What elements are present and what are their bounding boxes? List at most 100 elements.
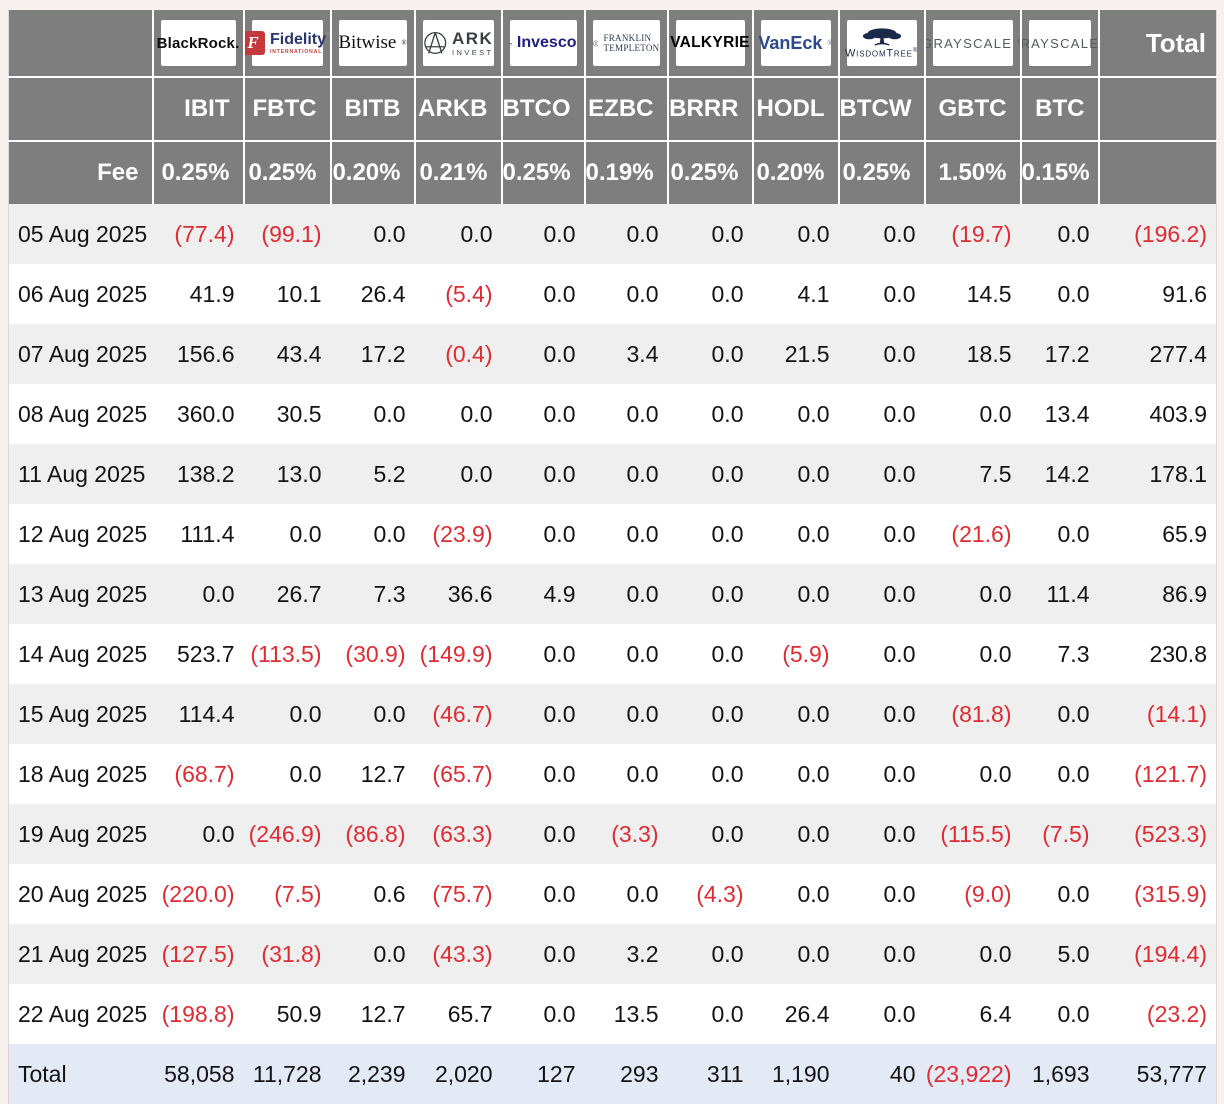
value-ibit: (220.0) — [161, 880, 235, 907]
flow-row-08-aug-2025: 08 Aug 2025 360.0 30.5 0.0 0.0 0.0 0.0 0.0 0.0 0.… — [8, 384, 1217, 444]
bitwise-text: Bitwise — [338, 32, 397, 53]
wisdomtree-logo-icon: WisdomTree® — [845, 20, 917, 66]
provider-cell-blackrock: BlackRock. — [152, 10, 245, 78]
value-ezbc: 0.0 — [626, 700, 659, 727]
value-bitb: 26.4 — [360, 280, 406, 307]
value-gbtc: (9.0) — [964, 880, 1012, 907]
value-fbtc: 30.5 — [276, 400, 322, 427]
value-gbtc: 7.5 — [979, 460, 1012, 487]
value-brrr: 0.0 — [711, 280, 744, 307]
date-cell: 12 Aug 2025 — [18, 520, 148, 547]
value-gbtc: 0.0 — [979, 580, 1012, 607]
value-bitb: 0.0 — [373, 400, 406, 427]
registered-symbol: ® — [1017, 40, 1018, 46]
value-brrr: 0.0 — [711, 640, 744, 667]
date-cell: 07 Aug 2025 — [18, 340, 148, 367]
value-ibit: (127.5) — [161, 940, 235, 967]
total-gbtc: (23,922) — [925, 1060, 1012, 1087]
value-fbtc: (113.5) — [250, 640, 322, 667]
fee-btco: 0.25% — [501, 141, 586, 204]
flow-row-07-aug-2025: 07 Aug 2025 156.6 43.4 17.2 (0.4) 0.0 3.4 0.0 21… — [8, 324, 1217, 384]
value-btc: 0.0 — [1057, 520, 1090, 547]
value-hodl: 0.0 — [797, 700, 830, 727]
value-hodl: 4.1 — [797, 280, 830, 307]
flow-row-19-aug-2025: 19 Aug 2025 0.0 (246.9) (86.8) (63.3) 0.0 (3.3… — [8, 804, 1217, 864]
value-gbtc: (19.7) — [951, 220, 1012, 247]
flow-row-22-aug-2025: 22 Aug 2025 (198.8) 50.9 12.7 65.7 0.0 13.5 0.0… — [8, 984, 1217, 1044]
ticker-brrr: BRRR — [667, 77, 754, 142]
value-gbtc: 0.0 — [979, 400, 1012, 427]
value-fbtc: 26.7 — [276, 580, 322, 607]
total-column-header: Total — [1098, 10, 1217, 78]
value-ezbc: 0.0 — [626, 880, 659, 907]
value-gbtc: 0.0 — [979, 760, 1012, 787]
provider-cell-grayscale-btc: GRAYSCALE® — [1020, 10, 1100, 78]
value-btc: 14.2 — [1044, 460, 1090, 487]
ark-invest-text: INVEST — [452, 47, 494, 57]
value-btco: 0.0 — [543, 340, 576, 367]
value-hodl: 26.4 — [784, 1000, 830, 1027]
value-btc: 17.2 — [1044, 340, 1090, 367]
flow-row-14-aug-2025: 14 Aug 2025 523.7 (113.5) (30.9) (149.9) 0.0 0… — [8, 624, 1217, 684]
total-bitb: 2,239 — [347, 1060, 406, 1087]
value-ibit: 114.4 — [178, 700, 235, 727]
value-brrr: 0.0 — [711, 760, 744, 787]
invesco-text: Invesco — [516, 34, 577, 51]
fee-fbtc: 0.25% — [243, 141, 332, 204]
fee-total-blank — [1098, 141, 1217, 204]
date-cell: 22 Aug 2025 — [18, 1000, 148, 1027]
value-brrr: 0.0 — [711, 1000, 744, 1027]
etf-flow-table: BlackRock. F Fidelity™ INTERNATIONAL Bit… — [8, 10, 1217, 1104]
value-ezbc: 0.0 — [626, 460, 659, 487]
value-fbtc: 43.4 — [276, 340, 322, 367]
trademark-symbol: ™ — [326, 32, 328, 39]
value-fbtc: 0.0 — [289, 700, 322, 727]
value-ezbc: 0.0 — [626, 580, 659, 607]
value-btcw: 0.0 — [883, 520, 916, 547]
fee-bitb: 0.20% — [330, 141, 416, 204]
value-btco: 0.0 — [543, 1000, 576, 1027]
franklin-head-icon — [592, 40, 599, 46]
value-btc: 5.0 — [1057, 940, 1090, 967]
value-btc: 7.3 — [1057, 640, 1090, 667]
bitwise-logo-icon: Bitwise ® — [338, 20, 407, 66]
date-cell: 13 Aug 2025 — [18, 580, 148, 607]
date-cell: 05 Aug 2025 — [18, 220, 148, 247]
value-ezbc: 0.0 — [626, 640, 659, 667]
templeton-text: TEMPLETON — [603, 43, 660, 53]
value-arkb: (0.4) — [445, 340, 493, 367]
value-gbtc: 0.0 — [979, 640, 1012, 667]
value-btc: 0.0 — [1057, 760, 1090, 787]
value-hodl: 0.0 — [797, 760, 830, 787]
provider-cell-invesco: Invesco — [501, 10, 586, 78]
provider-cell-fidelity: F Fidelity™ INTERNATIONAL — [243, 10, 332, 78]
value-btc: (7.5) — [1042, 820, 1090, 847]
blackrock-logo-icon: BlackRock. — [157, 20, 239, 66]
value-arkb: (65.7) — [432, 760, 493, 787]
value-arkb: (63.3) — [432, 820, 493, 847]
fee-brrr: 0.25% — [667, 141, 754, 204]
total-brrr: 311 — [706, 1060, 744, 1087]
flow-row-21-aug-2025: 21 Aug 2025 (127.5) (31.8) 0.0 (43.3) 0.0 3.2 0… — [8, 924, 1217, 984]
value-brrr: 0.0 — [711, 220, 744, 247]
total-fbtc: 11,728 — [252, 1060, 322, 1087]
date-cell: 18 Aug 2025 — [18, 760, 148, 787]
valkyrie-logo-icon: VALKYRIE — [670, 20, 750, 66]
value-ibit: (77.4) — [174, 220, 235, 247]
total-ibit: 58,058 — [164, 1060, 235, 1087]
value-bitb: (30.9) — [345, 640, 406, 667]
value-hodl: (5.9) — [782, 640, 830, 667]
value-bitb: 0.0 — [373, 520, 406, 547]
value-gbtc: 18.5 — [966, 340, 1012, 367]
value-brrr: (4.3) — [696, 880, 744, 907]
value-bitb: 0.0 — [373, 700, 406, 727]
ticker-fbtc: FBTC — [243, 77, 332, 142]
value-ibit: (68.7) — [174, 760, 235, 787]
fee-btc: 0.15% — [1020, 141, 1100, 204]
provider-cell-bitwise: Bitwise ® — [330, 10, 416, 78]
value-btco: 0.0 — [543, 700, 576, 727]
value-btcw: 0.0 — [883, 820, 916, 847]
provider-cell-vaneck: VanEck ® — [752, 10, 840, 78]
date-cell: 20 Aug 2025 — [18, 880, 148, 907]
value-btco: 0.0 — [543, 280, 576, 307]
